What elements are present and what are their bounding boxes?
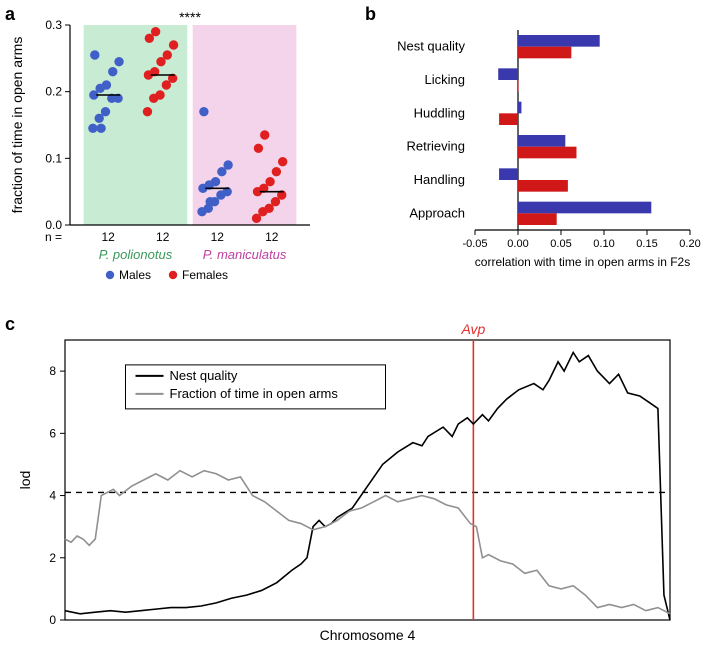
panel-a-legend: Males Females (106, 268, 228, 282)
panel-a-label: a (5, 4, 16, 24)
bar (499, 113, 518, 125)
legend-label: Fraction of time in open arms (170, 386, 339, 401)
ytick-label: 6 (49, 426, 56, 440)
bar (499, 168, 518, 180)
category-label: Approach (409, 205, 465, 220)
data-point (97, 124, 105, 132)
ytick-label: 0.3 (45, 18, 62, 32)
data-point (143, 107, 151, 115)
x-axis-label: correlation with time in open arms in F2… (475, 255, 690, 269)
xtick-label: -0.05 (462, 238, 487, 250)
x-axis-label: Chromosome 4 (320, 627, 416, 643)
data-point (254, 144, 262, 152)
ytick-label: 4 (49, 489, 56, 503)
bar (518, 47, 571, 59)
ytick-label: 8 (49, 364, 56, 378)
avp-label: Avp (460, 321, 485, 337)
data-point (169, 41, 177, 49)
data-point (163, 51, 171, 59)
bar (518, 147, 576, 159)
data-point (206, 197, 214, 205)
significance-marker: **** (179, 9, 201, 25)
data-point (115, 57, 123, 65)
data-point (211, 177, 219, 185)
data-point (272, 167, 280, 175)
data-point (278, 157, 286, 165)
ytick-label: 0 (49, 613, 56, 627)
bar (518, 80, 519, 92)
n-equals: n = (45, 230, 62, 244)
data-point (200, 107, 208, 115)
data-point (89, 124, 97, 132)
data-point (91, 51, 99, 59)
data-point (162, 81, 170, 89)
ytick-label: 0.1 (45, 151, 62, 165)
data-point (102, 81, 110, 89)
n-value: 12 (265, 230, 279, 244)
legend-marker (106, 271, 114, 279)
y-axis-label: lod (17, 471, 33, 490)
panel-b-label: b (365, 4, 376, 24)
panel-c-legend: Nest quality Fraction of time in open arm… (126, 365, 386, 409)
data-point (95, 114, 103, 122)
bar (518, 102, 521, 114)
data-point (145, 34, 153, 42)
panel-c-label: c (5, 314, 15, 334)
xtick-label: 0.20 (679, 238, 700, 250)
category-label: Retrieving (406, 139, 465, 154)
data-point (218, 167, 226, 175)
data-point (265, 204, 273, 212)
data-point (271, 197, 279, 205)
data-point (109, 67, 117, 75)
data-point (151, 27, 159, 35)
ytick-label: 2 (49, 551, 56, 565)
ytick-label: 0.2 (45, 85, 62, 99)
data-point (101, 107, 109, 115)
category-label: Nest quality (397, 39, 465, 54)
n-value: 12 (156, 230, 170, 244)
species-label: P. maniculatus (203, 247, 287, 262)
xtick-label: 0.05 (550, 238, 571, 250)
bar (518, 180, 568, 192)
data-point (266, 177, 274, 185)
legend-label: Males (119, 268, 151, 282)
bar (498, 68, 518, 80)
legend-label: Females (182, 268, 228, 282)
category-label: Licking (425, 72, 465, 87)
xtick-label: 0.15 (636, 238, 657, 250)
data-point (252, 214, 260, 222)
species-label: P. polionotus (99, 247, 173, 262)
bar (518, 213, 557, 225)
category-label: Handling (414, 172, 465, 187)
data-point (157, 57, 165, 65)
category-label: Huddling (414, 105, 465, 120)
bar (518, 202, 651, 214)
bar (518, 35, 600, 47)
xtick-label: 0.10 (593, 238, 614, 250)
n-value: 12 (102, 230, 116, 244)
legend-label: Nest quality (170, 368, 238, 383)
xtick-label: 0.00 (507, 238, 528, 250)
y-axis-label: fraction of time in open arms (9, 37, 25, 214)
data-point (224, 161, 232, 169)
data-point (261, 131, 269, 139)
legend-marker (169, 271, 177, 279)
bar (518, 135, 565, 147)
n-value: 12 (211, 230, 225, 244)
data-point (156, 91, 164, 99)
